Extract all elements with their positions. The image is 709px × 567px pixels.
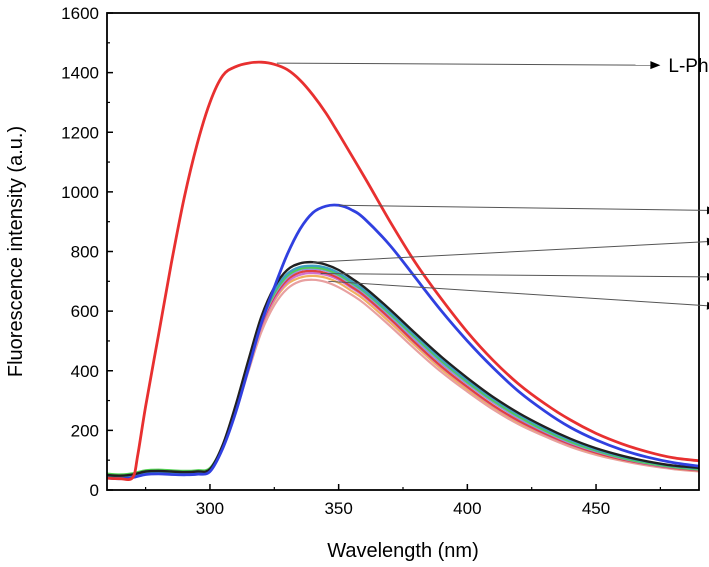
series-layer (107, 60, 699, 482)
x-tick-label: 350 (324, 499, 352, 518)
y-tick-label: 1000 (61, 183, 99, 202)
series-line-5 (107, 266, 699, 476)
y-tick-label: 1600 (61, 4, 99, 23)
annotation-arrow-line (338, 204, 708, 211)
y-tick-label: 1200 (61, 123, 99, 142)
x-axis-title: Wavelength (nm) (327, 540, 479, 562)
y-tick-label: 400 (71, 362, 99, 381)
y-tick-label: 1400 (61, 64, 99, 83)
series-line-7 (107, 260, 699, 477)
x-tick-label: 400 (453, 499, 481, 518)
y-tick-label: 200 (71, 421, 99, 440)
annotation-arrow-head (706, 272, 709, 281)
annotation-arrow-head (706, 237, 709, 246)
annotation-arrow-line (312, 241, 708, 263)
annotation-arrow-head (706, 206, 709, 215)
annotation-layer: L-PheD-AspD-PheL-AspR-1 and otheramino a… (276, 56, 709, 310)
y-tick-label: 600 (71, 302, 99, 321)
y-tick-label: 0 (90, 481, 99, 500)
ticks-layer: 0 200 400 600 800 1000 1200 1400 1600 300 350 400 45… (61, 4, 661, 518)
series-line-9 (107, 60, 699, 482)
annotation-arrow-line (328, 280, 708, 307)
x-tick-label: 300 (196, 499, 224, 518)
annotation-arrow-head (706, 301, 709, 310)
annotation-arrow-line (276, 62, 651, 66)
annotation-arrow-line (320, 273, 708, 278)
y-tick-label: 800 (71, 243, 99, 262)
annotation-label: L-Phe (668, 56, 709, 77)
y-axis-title: Fluorescence intensity (a.u.) (5, 126, 27, 377)
series-line-8 (107, 203, 699, 481)
annotation-arrow-head (650, 61, 661, 70)
plot-frame (106, 12, 700, 491)
x-tick-label: 450 (582, 499, 610, 518)
